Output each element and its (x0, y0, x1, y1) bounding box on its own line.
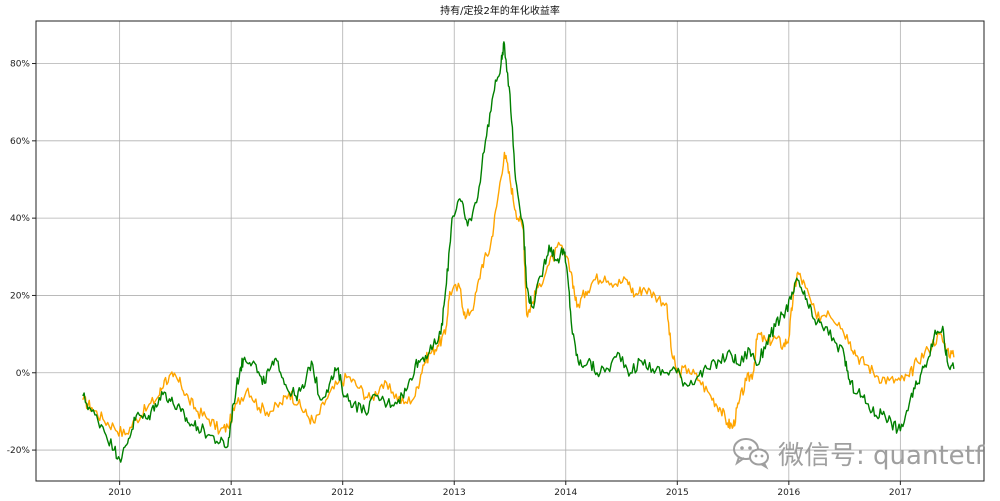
watermark-text: 微信号: quantetf (778, 441, 985, 471)
x-tick-label: 2010 (108, 488, 131, 498)
series-line-2 (82, 41, 955, 463)
y-tick-label: 80% (10, 60, 30, 70)
series-lines (82, 41, 955, 463)
x-tick-label: 2015 (666, 488, 689, 498)
y-tick-label: 60% (10, 137, 30, 147)
x-tick-label: 2012 (331, 488, 354, 498)
watermark: 微信号: quantetf (733, 438, 985, 471)
y-tick-label: -20% (7, 446, 31, 456)
series-line-1 (82, 151, 955, 437)
x-tick-label: 2016 (777, 488, 800, 498)
x-axis-ticks: 2010 2011 2012 2013 2014 2015 2016 2017 (108, 481, 912, 498)
y-tick-label: 0% (16, 369, 31, 379)
grid (36, 21, 984, 481)
y-axis-ticks: -20% 0% 20% 40% 60% 80% (7, 60, 36, 456)
wechat-icon (733, 438, 769, 470)
x-tick-label: 2017 (889, 488, 912, 498)
x-tick-label: 2014 (554, 488, 577, 498)
plot-frame (35, 20, 985, 482)
y-tick-label: 40% (10, 214, 30, 224)
y-tick-label: 20% (10, 291, 30, 301)
chart-title: 持有/定投2年的年化收益率 (440, 4, 560, 17)
x-tick-label: 2013 (443, 488, 466, 498)
x-tick-label: 2011 (220, 488, 243, 498)
